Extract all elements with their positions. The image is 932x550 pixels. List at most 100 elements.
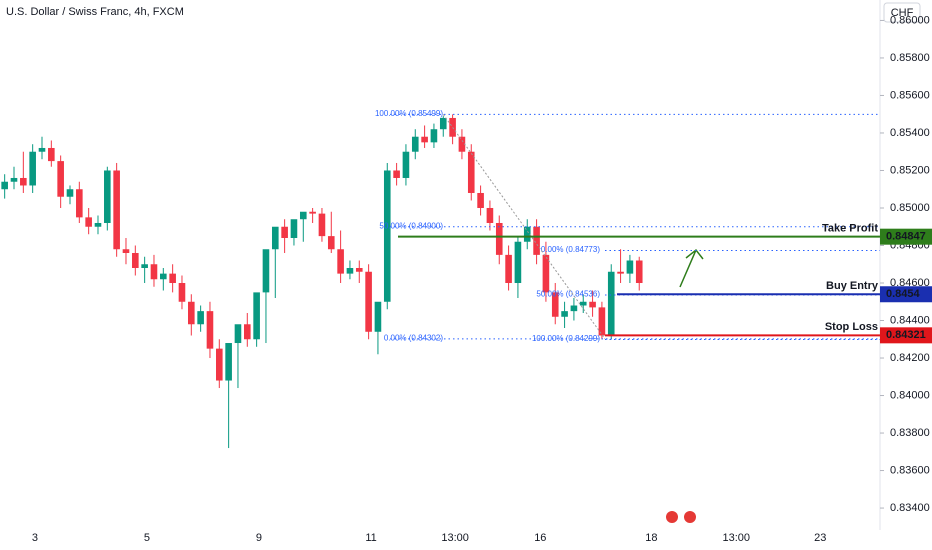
candle-body bbox=[66, 189, 74, 197]
candle-body bbox=[542, 254, 550, 293]
currency-button[interactable] bbox=[883, 2, 921, 23]
candle-body bbox=[76, 189, 83, 218]
candle-body bbox=[225, 343, 232, 381]
candle-body bbox=[150, 264, 158, 280]
candle-body bbox=[533, 226, 540, 255]
candle-body bbox=[29, 151, 36, 186]
y-tick-label: 0.85800 bbox=[890, 52, 930, 64]
candle-body bbox=[495, 222, 503, 255]
candle-body bbox=[467, 151, 475, 193]
candle-body bbox=[132, 252, 139, 269]
y-tick-label: 0.85600 bbox=[890, 89, 930, 101]
y-tick-label: 0.85400 bbox=[890, 127, 930, 139]
candle-body bbox=[439, 117, 447, 130]
candle-body bbox=[20, 177, 27, 186]
candle-body bbox=[337, 249, 344, 274]
x-tick-label: 9 bbox=[256, 532, 262, 544]
candle-body bbox=[514, 241, 522, 284]
currency-label: CHF bbox=[891, 7, 914, 19]
y-tick-label: 0.83600 bbox=[890, 464, 930, 476]
fib-label: 100.00% (0.85499) bbox=[375, 109, 443, 118]
candle-body bbox=[402, 151, 410, 178]
candle-body bbox=[38, 147, 46, 152]
price-tag-label: 0.84321 bbox=[886, 329, 926, 341]
fib-label: 100.00% (0.84299) bbox=[532, 334, 600, 343]
price-tag bbox=[880, 228, 932, 245]
candle-body bbox=[271, 226, 279, 250]
x-tick-label: 5 bbox=[144, 532, 150, 544]
candle-body bbox=[48, 147, 55, 162]
candle-body bbox=[430, 129, 438, 143]
candle-body bbox=[421, 136, 428, 143]
candle-body bbox=[561, 311, 568, 317]
y-tick-label: 0.83800 bbox=[890, 427, 930, 439]
candle-body bbox=[1, 181, 8, 190]
fib-label: 0.00% (0.84773) bbox=[541, 245, 600, 254]
candle-body bbox=[122, 249, 130, 253]
candle-body bbox=[178, 283, 186, 302]
candle-body bbox=[57, 161, 64, 197]
candle-body bbox=[141, 264, 148, 269]
chart-title: U.S. Dollar / Swiss Franc, 4h, FXCM bbox=[6, 6, 184, 18]
candle-body bbox=[104, 170, 111, 223]
candle-body bbox=[243, 324, 251, 340]
candle-body bbox=[551, 292, 559, 317]
candle-body bbox=[94, 222, 102, 227]
candle-body bbox=[617, 271, 624, 274]
candle-body bbox=[234, 324, 242, 344]
y-tick-label: 0.84600 bbox=[890, 277, 930, 289]
candle-body bbox=[449, 117, 456, 137]
candle-body bbox=[318, 213, 326, 237]
fib-label: 0.00% (0.84302) bbox=[384, 334, 443, 343]
candle-body bbox=[365, 271, 372, 332]
price-tag-label: 0.8454 bbox=[886, 288, 921, 300]
candle-body bbox=[598, 307, 606, 336]
x-tick-label: 16 bbox=[534, 532, 546, 544]
candle-body bbox=[10, 177, 18, 182]
x-tick-label: 23 bbox=[814, 532, 826, 544]
candle-body bbox=[262, 249, 270, 293]
candle-body bbox=[393, 170, 400, 178]
level-name: Take Profit bbox=[822, 223, 878, 235]
price-tag bbox=[880, 286, 932, 303]
event-icon bbox=[666, 511, 678, 523]
level-name: Buy Entry bbox=[826, 280, 879, 292]
fib-label: 50.00% (0.84536) bbox=[536, 290, 600, 299]
x-tick-label: 13:00 bbox=[441, 532, 469, 544]
candle-body bbox=[458, 136, 466, 152]
candle-body bbox=[188, 301, 195, 325]
candle-body bbox=[327, 236, 335, 250]
candle-body bbox=[253, 292, 260, 340]
y-tick-label: 0.86000 bbox=[890, 14, 930, 26]
price-tag bbox=[880, 327, 932, 344]
x-tick-label: 18 bbox=[645, 532, 657, 544]
candle-body bbox=[383, 170, 391, 302]
y-tick-label: 0.85000 bbox=[890, 202, 930, 214]
candle-body bbox=[635, 260, 643, 284]
candle-body bbox=[290, 219, 298, 238]
x-tick-label: 3 bbox=[32, 532, 38, 544]
candle-body bbox=[197, 311, 204, 325]
candle-body bbox=[309, 211, 316, 214]
fib-label: 50.00% (0.84900) bbox=[379, 221, 443, 230]
y-tick-label: 0.85200 bbox=[890, 164, 930, 176]
candle-body bbox=[299, 211, 307, 220]
candle-body bbox=[477, 192, 484, 208]
candle-body bbox=[523, 226, 531, 242]
candle-body bbox=[374, 301, 382, 332]
candle-body bbox=[579, 301, 587, 306]
candle-body bbox=[570, 305, 578, 312]
candle-body bbox=[505, 254, 512, 284]
candle-body bbox=[160, 273, 167, 280]
y-tick-label: 0.84200 bbox=[890, 352, 930, 364]
level-name: Stop Loss bbox=[825, 321, 878, 333]
x-tick-label: 11 bbox=[365, 532, 376, 544]
candle-body bbox=[169, 273, 176, 284]
candle-body bbox=[346, 268, 354, 274]
y-tick-label: 0.84400 bbox=[890, 314, 930, 326]
candle-body bbox=[85, 217, 92, 227]
candle-body bbox=[626, 260, 634, 274]
